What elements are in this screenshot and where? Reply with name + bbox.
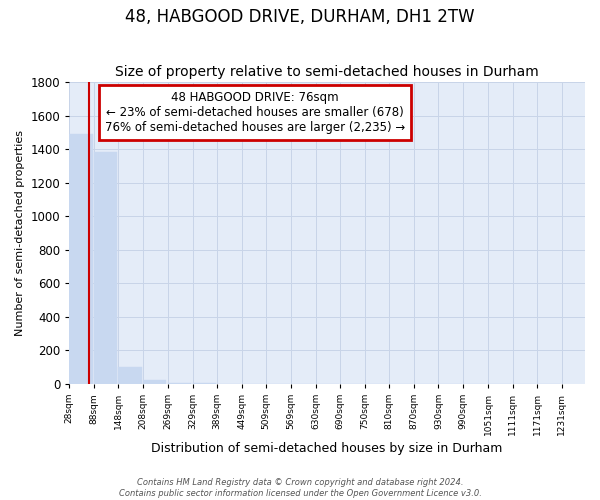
Text: Contains HM Land Registry data © Crown copyright and database right 2024.
Contai: Contains HM Land Registry data © Crown c… xyxy=(119,478,481,498)
Text: 48 HABGOOD DRIVE: 76sqm
← 23% of semi-detached houses are smaller (678)
76% of s: 48 HABGOOD DRIVE: 76sqm ← 23% of semi-de… xyxy=(105,91,405,134)
Title: Size of property relative to semi-detached houses in Durham: Size of property relative to semi-detach… xyxy=(115,66,539,80)
Bar xyxy=(94,152,117,384)
Text: 48, HABGOOD DRIVE, DURHAM, DH1 2TW: 48, HABGOOD DRIVE, DURHAM, DH1 2TW xyxy=(125,8,475,26)
Bar xyxy=(118,367,142,384)
Bar xyxy=(70,134,92,384)
Bar xyxy=(143,380,166,384)
Bar xyxy=(168,383,191,384)
X-axis label: Distribution of semi-detached houses by size in Durham: Distribution of semi-detached houses by … xyxy=(151,442,503,455)
Y-axis label: Number of semi-detached properties: Number of semi-detached properties xyxy=(15,130,25,336)
